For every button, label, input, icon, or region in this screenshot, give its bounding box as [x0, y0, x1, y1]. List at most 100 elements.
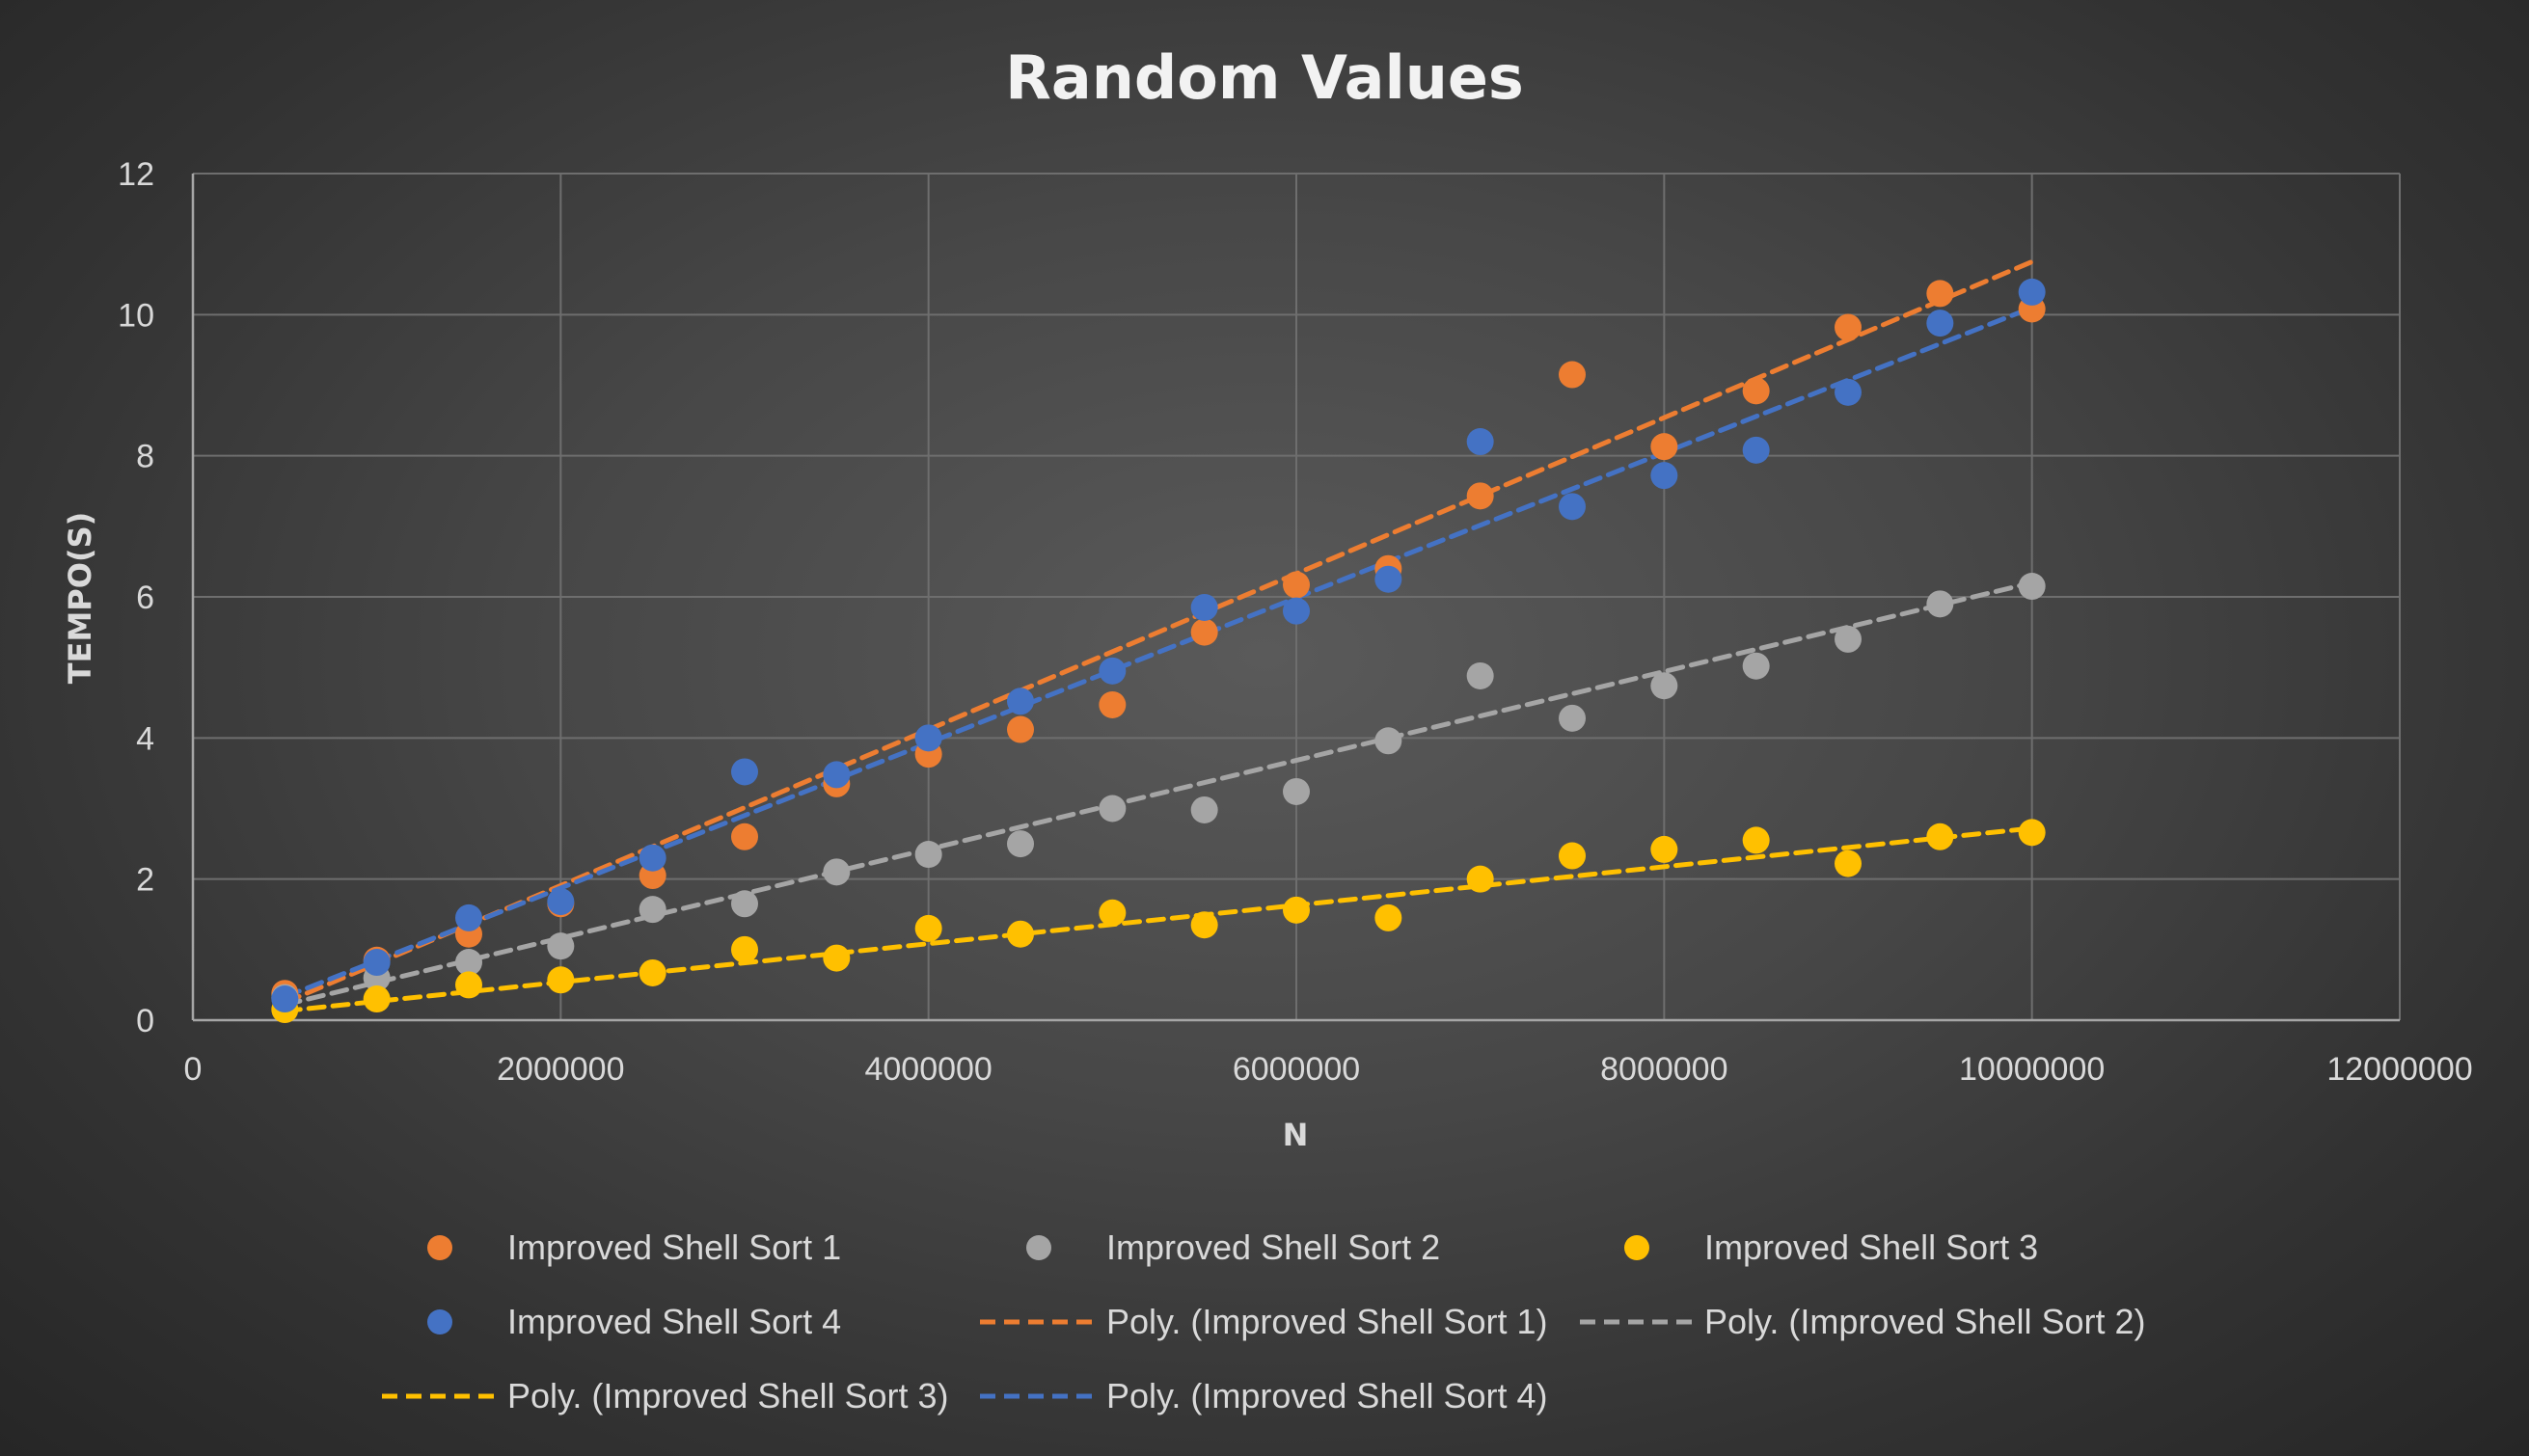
trendline-series-3: [282, 825, 2035, 1013]
data-point: [2018, 278, 2046, 306]
legend-item: Poly. (Improved Shell Sort 3): [382, 1376, 949, 1416]
data-point: [1742, 436, 1770, 464]
legend: Improved Shell Sort 1 Improved Shell Sort…: [382, 1227, 2146, 1416]
legend-item: Poly. (Improved Shell Sort 4): [980, 1376, 1548, 1416]
data-point: [639, 958, 666, 986]
data-point: [455, 903, 482, 931]
y-tick-label: 0: [136, 1003, 154, 1039]
data-point: [914, 724, 942, 752]
data-point: [1835, 378, 1862, 406]
data-point: [547, 966, 575, 994]
data-point: [1650, 462, 1678, 490]
data-point: [363, 985, 391, 1013]
legend-marker: [1624, 1235, 1649, 1260]
x-tick-label: 10000000: [1959, 1051, 2105, 1088]
data-point: [455, 971, 482, 999]
data-point: [1007, 688, 1034, 715]
legend-item: Improved Shell Sort 2: [1026, 1227, 1440, 1267]
trendline-series-4: [282, 305, 2035, 1000]
data-point: [1007, 830, 1034, 858]
x-tick-label: 0: [184, 1051, 203, 1088]
y-axis-label: TEMPO(S): [62, 512, 98, 684]
y-tick-label: 12: [118, 156, 154, 193]
data-point: [1650, 433, 1678, 461]
legend-label: Poly. (Improved Shell Sort 1): [1106, 1302, 1548, 1341]
data-points: [271, 278, 2046, 1024]
data-point: [1283, 571, 1310, 599]
data-point: [1466, 865, 1494, 893]
data-point: [1099, 690, 1127, 718]
data-point: [1283, 777, 1310, 805]
data-point: [1559, 842, 1586, 870]
data-point: [2018, 573, 2046, 601]
legend-marker: [1026, 1235, 1051, 1260]
data-point: [823, 858, 851, 886]
legend-item: Improved Shell Sort 4: [427, 1302, 841, 1341]
y-tick-label: 8: [136, 439, 154, 475]
axes: [191, 174, 2400, 1022]
data-point: [1742, 826, 1770, 854]
x-tick-label: 2000000: [497, 1051, 624, 1088]
data-point: [1926, 280, 1954, 308]
legend-label: Poly. (Improved Shell Sort 2): [1704, 1302, 2146, 1341]
legend-label: Improved Shell Sort 1: [507, 1227, 841, 1267]
data-point: [639, 844, 666, 872]
data-point: [1374, 727, 1402, 755]
data-point: [823, 944, 851, 972]
x-tick-label: 8000000: [1600, 1051, 1727, 1088]
data-point: [731, 935, 758, 963]
series-2-points: [271, 573, 2046, 1011]
legend-label: Improved Shell Sort 2: [1106, 1227, 1440, 1267]
data-point: [1926, 310, 1954, 337]
series-4-points: [271, 278, 2046, 1013]
legend-item: Improved Shell Sort 3: [1624, 1227, 2038, 1267]
y-tick-label: 2: [136, 862, 154, 899]
data-point: [1374, 903, 1402, 931]
series-3-points: [271, 819, 2046, 1024]
data-point: [2018, 819, 2046, 847]
data-point: [1099, 899, 1127, 927]
data-point: [1190, 795, 1218, 823]
data-point: [1926, 822, 1954, 850]
data-point: [1190, 911, 1218, 939]
x-tick-label: 6000000: [1233, 1051, 1360, 1088]
x-tick-label: 12000000: [2326, 1051, 2472, 1088]
legend-label: Improved Shell Sort 3: [1704, 1227, 2038, 1267]
data-point: [1742, 652, 1770, 680]
trendline-series-1: [282, 258, 2035, 1006]
data-point: [731, 890, 758, 918]
data-point: [1283, 896, 1310, 924]
data-point: [1466, 482, 1494, 510]
y-tick-label: 4: [136, 720, 154, 757]
data-point: [914, 841, 942, 869]
data-point: [1099, 657, 1127, 685]
trendlines: [282, 258, 2035, 1013]
legend-marker: [427, 1235, 452, 1260]
data-point: [731, 758, 758, 786]
data-point: [547, 888, 575, 916]
data-point: [1466, 428, 1494, 456]
data-point: [1374, 565, 1402, 593]
data-point: [639, 896, 666, 924]
legend-label: Poly. (Improved Shell Sort 4): [1106, 1376, 1548, 1416]
chart-title: Random Values: [1005, 42, 1524, 113]
legend-label: Poly. (Improved Shell Sort 3): [507, 1376, 949, 1416]
x-axis-label: N: [1283, 1117, 1309, 1153]
data-point: [271, 985, 299, 1013]
data-point: [1742, 377, 1770, 405]
data-point: [1190, 618, 1218, 646]
legend-item: Poly. (Improved Shell Sort 2): [1580, 1302, 2146, 1341]
data-point: [1559, 361, 1586, 389]
y-tick-label: 10: [118, 297, 154, 334]
data-point: [731, 822, 758, 850]
data-point: [1650, 835, 1678, 863]
legend-marker: [427, 1309, 452, 1335]
tick-labels: 0 2 4 6 8 10 12 0 2000000 4000000 6000000 8000000 10…: [118, 156, 2472, 1088]
data-point: [1466, 661, 1494, 689]
legend-label: Improved Shell Sort 4: [507, 1302, 841, 1341]
data-point: [1283, 597, 1310, 625]
data-point: [1007, 715, 1034, 743]
data-point: [1099, 795, 1127, 822]
x-tick-label: 4000000: [864, 1051, 992, 1088]
